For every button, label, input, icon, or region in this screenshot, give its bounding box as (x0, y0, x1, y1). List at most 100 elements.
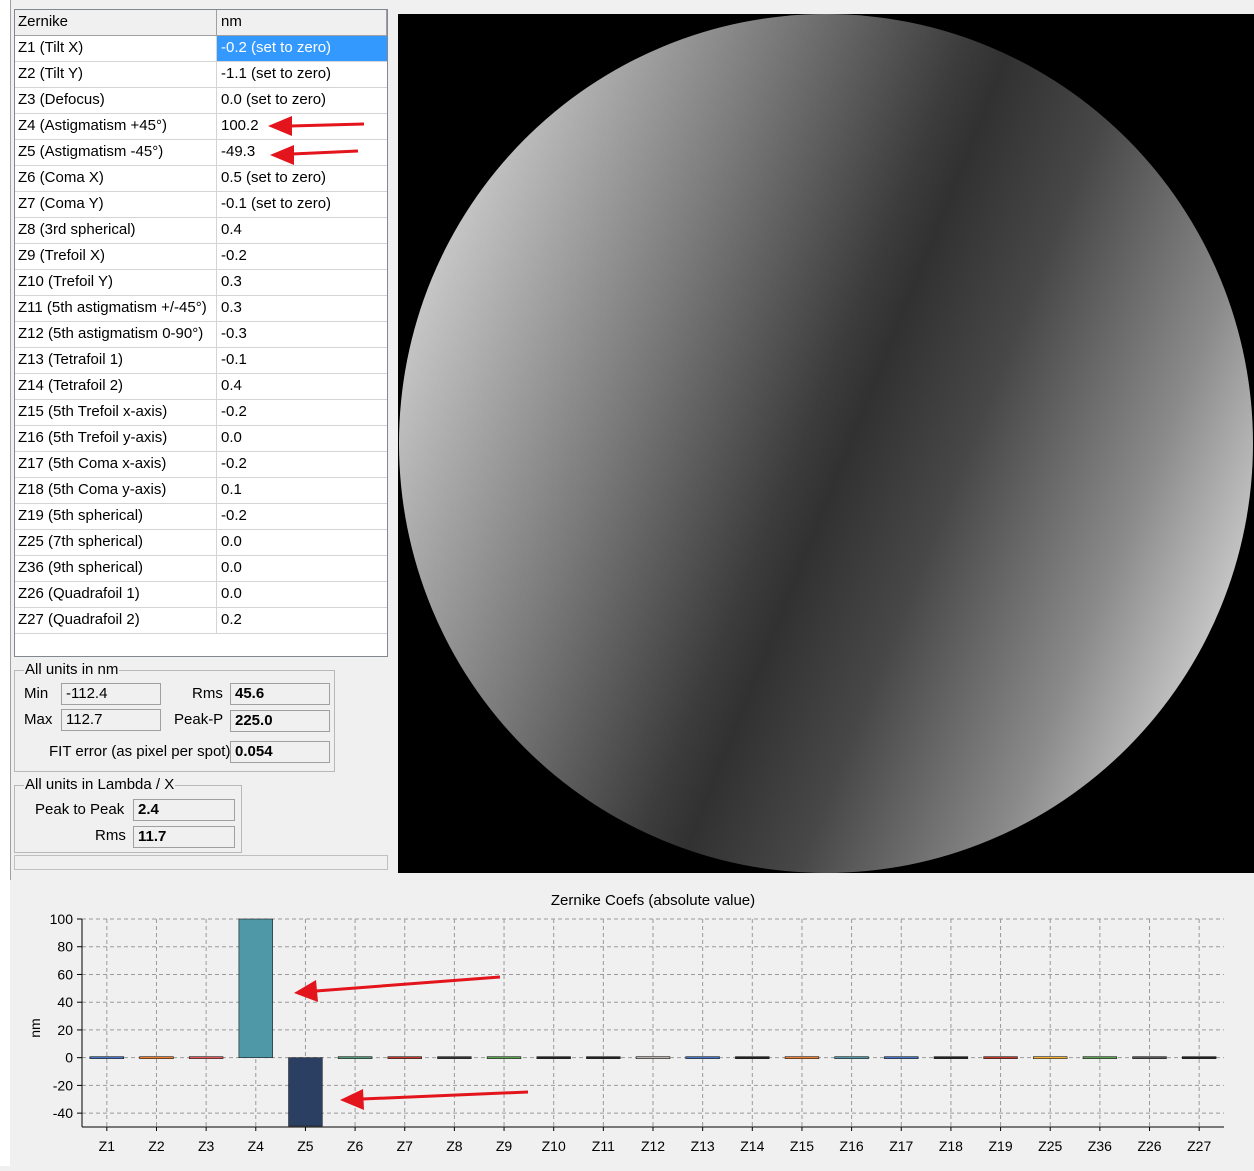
zernike-value-cell[interactable]: -0.2 (217, 504, 387, 530)
zernike-value-cell[interactable]: 0.0 (217, 426, 387, 452)
zernike-name-cell[interactable]: Z15 (5th Trefoil x-axis) (15, 400, 217, 426)
zernike-value-cell[interactable]: -0.2 (217, 400, 387, 426)
table-row[interactable]: Z8 (3rd spherical) 0.4 (15, 218, 387, 244)
y-axis-label: nm (27, 1018, 43, 1037)
x-tick-label: Z17 (889, 1138, 913, 1154)
column-header-zernike[interactable]: Zernike (15, 10, 217, 36)
zernike-name-cell[interactable]: Z17 (5th Coma x-axis) (15, 452, 217, 478)
table-row[interactable]: Z18 (5th Coma y-axis) 0.1 (15, 478, 387, 504)
zernike-table[interactable]: Zernike nm Z1 (Tilt X) -0.2 (set to zero)… (14, 9, 388, 657)
table-row[interactable]: Z1 (Tilt X) -0.2 (set to zero) (15, 36, 387, 62)
zernike-name-cell[interactable]: Z26 (Quadrafoil 1) (15, 582, 217, 608)
table-row[interactable]: Z12 (5th astigmatism 0-90°) -0.3 (15, 322, 387, 348)
zernike-value-cell[interactable]: 0.4 (217, 374, 387, 400)
zernike-value-cell[interactable]: 0.3 (217, 296, 387, 322)
zernike-value-cell[interactable]: -0.2 (217, 452, 387, 478)
chart-bar-z27 (1181, 1056, 1217, 1059)
table-row[interactable]: Z27 (Quadrafoil 2) 0.2 (15, 608, 387, 634)
peak-to-peak-field: 2.4 (133, 799, 235, 821)
zernike-name-cell[interactable]: Z10 (Trefoil Y) (15, 270, 217, 296)
zernike-name-cell[interactable]: Z19 (5th spherical) (15, 504, 217, 530)
zernike-value-cell[interactable]: -0.2 (set to zero) (217, 36, 387, 62)
table-row[interactable]: Z2 (Tilt Y) -1.1 (set to zero) (15, 62, 387, 88)
x-tick-label: Z19 (989, 1138, 1013, 1154)
table-row[interactable]: Z19 (5th spherical) -0.2 (15, 504, 387, 530)
column-header-nm[interactable]: nm (217, 10, 387, 36)
zernike-name-cell[interactable]: Z2 (Tilt Y) (15, 62, 217, 88)
zernike-name-cell[interactable]: Z12 (5th astigmatism 0-90°) (15, 322, 217, 348)
zernike-value-cell[interactable]: 100.2 (217, 114, 387, 140)
zernike-value-cell[interactable]: 0.1 (217, 478, 387, 504)
zernike-value-cell[interactable]: 0.0 (217, 582, 387, 608)
table-row[interactable]: Z4 (Astigmatism +45°) 100.2 (15, 114, 387, 140)
zernike-value-cell[interactable]: -0.2 (217, 244, 387, 270)
zernike-value-cell[interactable]: 0.2 (217, 608, 387, 634)
x-tick-label: Z10 (542, 1138, 566, 1154)
zernike-name-cell[interactable]: Z18 (5th Coma y-axis) (15, 478, 217, 504)
zernike-name-cell[interactable]: Z4 (Astigmatism +45°) (15, 114, 217, 140)
zernike-value-cell[interactable]: 0.0 (217, 530, 387, 556)
chart-bar-z14 (735, 1056, 770, 1059)
table-row[interactable]: Z26 (Quadrafoil 1) 0.0 (15, 582, 387, 608)
window-left-border (0, 0, 11, 1166)
nm-units-group: All units in nm Min -112.4 Rms 45.6 Max … (14, 661, 335, 772)
zernike-value-cell[interactable]: 0.3 (217, 270, 387, 296)
chart-bar-z19 (983, 1056, 1018, 1059)
zernike-name-cell[interactable]: Z16 (5th Trefoil y-axis) (15, 426, 217, 452)
zernike-value-cell[interactable]: -0.1 (set to zero) (217, 192, 387, 218)
table-row[interactable]: Z36 (9th spherical) 0.0 (15, 556, 387, 582)
rms-field: 45.6 (230, 683, 330, 705)
zernike-value-cell[interactable]: -0.1 (217, 348, 387, 374)
zernike-name-cell[interactable]: Z1 (Tilt X) (15, 36, 217, 62)
table-row[interactable]: Z7 (Coma Y) -0.1 (set to zero) (15, 192, 387, 218)
x-tick-label: Z11 (592, 1138, 615, 1154)
zernike-name-cell[interactable]: Z3 (Defocus) (15, 88, 217, 114)
chart-bar-z6 (337, 1056, 373, 1059)
x-tick-label: Z9 (496, 1138, 513, 1154)
zernike-value-cell[interactable]: 0.5 (set to zero) (217, 166, 387, 192)
zernike-value-cell[interactable]: 0.0 (set to zero) (217, 88, 387, 114)
zernike-name-cell[interactable]: Z7 (Coma Y) (15, 192, 217, 218)
x-tick-label: Z16 (840, 1138, 864, 1154)
zernike-value-cell[interactable]: 0.4 (217, 218, 387, 244)
x-tick-label: Z36 (1088, 1138, 1112, 1154)
x-tick-label: Z6 (347, 1138, 364, 1154)
table-row[interactable]: Z6 (Coma X) 0.5 (set to zero) (15, 166, 387, 192)
table-row[interactable]: Z10 (Trefoil Y) 0.3 (15, 270, 387, 296)
chart-bar-z2 (139, 1056, 174, 1059)
zernike-name-cell[interactable]: Z9 (Trefoil X) (15, 244, 217, 270)
table-row[interactable]: Z15 (5th Trefoil x-axis) -0.2 (15, 400, 387, 426)
status-strip (14, 855, 388, 870)
x-tick-label: Z5 (297, 1138, 314, 1154)
chart-bar-z11 (586, 1056, 621, 1059)
zernike-name-cell[interactable]: Z5 (Astigmatism -45°) (15, 140, 217, 166)
chart-bar-z4 (238, 918, 273, 1058)
chart-bar-z5 (288, 1057, 323, 1127)
zernike-name-cell[interactable]: Z8 (3rd spherical) (15, 218, 217, 244)
zernike-name-cell[interactable]: Z27 (Quadrafoil 2) (15, 608, 217, 634)
table-row[interactable]: Z5 (Astigmatism -45°) -49.3 (15, 140, 387, 166)
wavefront-map-panel (398, 14, 1254, 873)
y-tick-label: 0 (65, 1050, 73, 1066)
table-row[interactable]: Z16 (5th Trefoil y-axis) 0.0 (15, 426, 387, 452)
zernike-name-cell[interactable]: Z6 (Coma X) (15, 166, 217, 192)
zernike-name-cell[interactable]: Z11 (5th astigmatism +/-45°) (15, 296, 217, 322)
table-row[interactable]: Z3 (Defocus) 0.0 (set to zero) (15, 88, 387, 114)
zernike-name-cell[interactable]: Z13 (Tetrafoil 1) (15, 348, 217, 374)
chart-bar-z15 (784, 1056, 820, 1059)
table-row[interactable]: Z13 (Tetrafoil 1) -0.1 (15, 348, 387, 374)
table-row[interactable]: Z14 (Tetrafoil 2) 0.4 (15, 374, 387, 400)
zernike-name-cell[interactable]: Z36 (9th spherical) (15, 556, 217, 582)
lambda-rms-field: 11.7 (133, 826, 235, 848)
zernike-value-cell[interactable]: -0.3 (217, 322, 387, 348)
zernike-name-cell[interactable]: Z25 (7th spherical) (15, 530, 217, 556)
y-tick-label: 20 (57, 1022, 73, 1038)
table-row[interactable]: Z9 (Trefoil X) -0.2 (15, 244, 387, 270)
table-row[interactable]: Z11 (5th astigmatism +/-45°) 0.3 (15, 296, 387, 322)
zernike-name-cell[interactable]: Z14 (Tetrafoil 2) (15, 374, 217, 400)
zernike-value-cell[interactable]: 0.0 (217, 556, 387, 582)
zernike-value-cell[interactable]: -49.3 (217, 140, 387, 166)
table-row[interactable]: Z17 (5th Coma x-axis) -0.2 (15, 452, 387, 478)
table-row[interactable]: Z25 (7th spherical) 0.0 (15, 530, 387, 556)
zernike-value-cell[interactable]: -1.1 (set to zero) (217, 62, 387, 88)
